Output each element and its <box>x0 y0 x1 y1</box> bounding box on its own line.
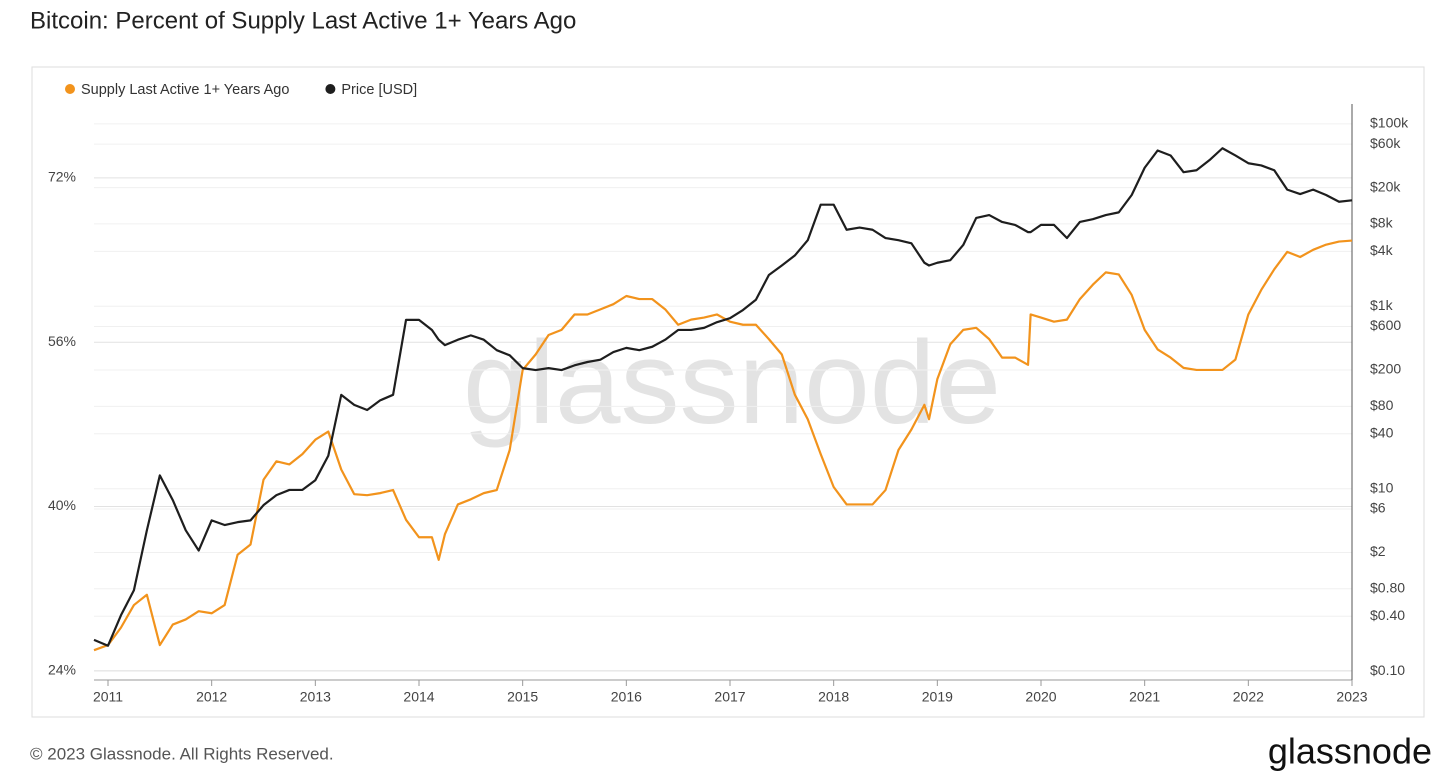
watermark: glassnode <box>463 317 1001 449</box>
y2-tick-label: $4k <box>1370 242 1394 258</box>
x-tick-label: 2021 <box>1129 689 1160 705</box>
y2-tick-label: $6 <box>1370 500 1386 516</box>
footer: © 2023 Glassnode. All Rights Reserved. <box>30 744 334 763</box>
y2-tick-label: $0.80 <box>1370 579 1405 595</box>
series-line <box>93 239 1353 652</box>
x-tick-label: 2014 <box>403 689 434 705</box>
y2-tick-label: $8k <box>1370 215 1394 231</box>
legend-marker <box>65 84 75 94</box>
legend-label: Supply Last Active 1+ Years Ago <box>81 82 289 98</box>
y2-tick-label: $10 <box>1370 479 1394 495</box>
y2-tick-label: $100k <box>1370 115 1409 131</box>
y-tick-label: 72% <box>48 169 76 185</box>
logo: glassnode <box>1268 731 1432 772</box>
y2-tick-label: $600 <box>1370 317 1401 333</box>
x-tick-label: 2011 <box>93 689 123 705</box>
legend-marker <box>325 84 336 94</box>
legend-label: Price [USD] <box>341 82 417 98</box>
y2-tick-label: $2 <box>1370 543 1386 559</box>
y2-tick-label: $40 <box>1370 425 1394 441</box>
y-tick-label: 40% <box>48 497 76 513</box>
x-tick-label: 2023 <box>1336 689 1367 705</box>
y2-tick-label: $60k <box>1370 135 1401 151</box>
x-tick-label: 2015 <box>507 689 538 705</box>
x-tick-label: 2013 <box>300 689 331 705</box>
y2-tick-label: $20k <box>1370 178 1401 194</box>
x-tick-label: 2022 <box>1233 689 1264 705</box>
series-line <box>93 147 1353 647</box>
x-tick-label: 2018 <box>818 689 849 705</box>
x-tick-label: 2012 <box>196 689 227 705</box>
y2-tick-label: $0.40 <box>1370 607 1405 623</box>
y2-tick-label: $200 <box>1370 361 1401 377</box>
y-tick-label: 56% <box>48 333 76 349</box>
chart-frame <box>31 66 1425 718</box>
x-tick-label: 2017 <box>714 689 745 705</box>
chart-title: Bitcoin: Percent of Supply Last Active 1… <box>30 7 576 34</box>
y2-tick-label: $1k <box>1370 297 1394 313</box>
y-tick-label: 24% <box>48 661 76 677</box>
x-tick-label: 2016 <box>611 689 642 705</box>
x-tick-label: 2019 <box>922 689 953 705</box>
y2-tick-label: $80 <box>1370 397 1394 413</box>
x-tick-label: 2020 <box>1025 689 1056 705</box>
y2-tick-label: $0.10 <box>1370 662 1405 678</box>
